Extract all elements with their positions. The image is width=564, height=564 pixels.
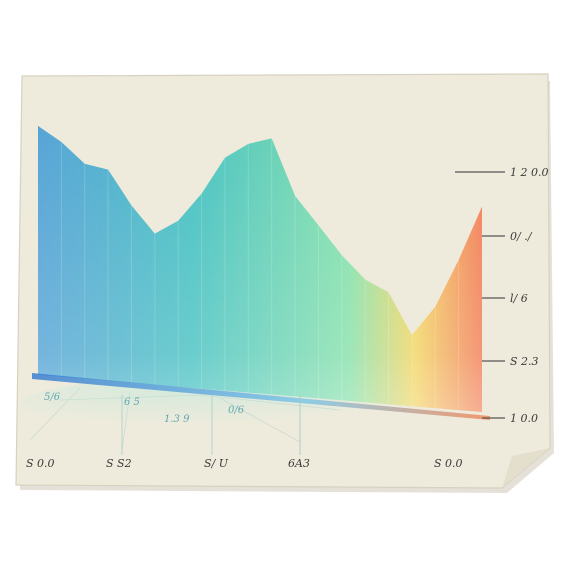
y-tick-label: S 2.3 <box>510 355 539 368</box>
area-fade-overlay <box>38 125 482 413</box>
y-axis-ticks: 1 2 0.0 0/ ./ l/ 6 S 2.3 1 0.0 <box>455 166 548 425</box>
area-series-group <box>32 125 490 420</box>
floor-label: 1.3 9 <box>164 414 190 425</box>
x-tick-label: S 0.0 <box>434 457 463 470</box>
floor-label: 0/6 <box>228 405 245 416</box>
floor-label: 6 5 <box>124 397 140 408</box>
y-tick-label: l/ 6 <box>510 292 528 305</box>
floor-labels: 5/6 6 5 1.3 9 0/6 <box>44 392 245 425</box>
x-tick-label: S 0.0 <box>26 457 55 470</box>
x-tick-label: S S2 <box>106 457 132 470</box>
floor-label: 5/6 <box>44 392 61 403</box>
y-tick-label: 1 2 0.0 <box>510 166 548 179</box>
chart-baseline <box>32 373 490 420</box>
y-tick-label: 1 0.0 <box>510 412 538 425</box>
x-tick-label: 6A3 <box>288 457 310 470</box>
x-axis-ticks: S 0.0 S S2 S/ U 6A3 S 0.0 <box>26 395 463 470</box>
x-tick-label: S/ U <box>204 457 229 470</box>
y-tick-label: 0/ ./ <box>510 230 533 243</box>
